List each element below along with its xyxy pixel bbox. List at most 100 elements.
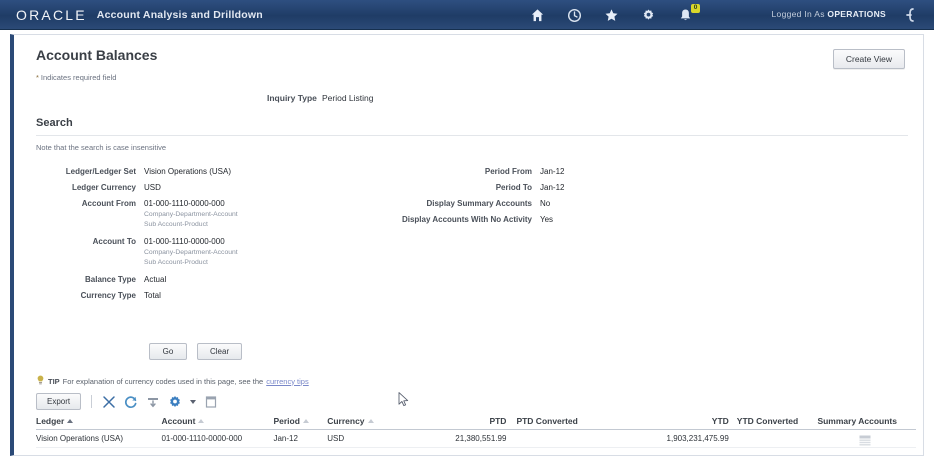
cell-ptd[interactable]: 21,380,551.99: [455, 434, 507, 443]
gear-icon[interactable]: [641, 8, 656, 23]
field-label: Period From: [484, 167, 532, 176]
field-period-from: Period From Jan-12: [314, 167, 734, 183]
field-ledger-currency: Ledger Currency USD: [14, 183, 474, 199]
field-label: Balance Type: [85, 275, 136, 284]
search-right-column: Period From Jan-12 Period To Jan-12 Disp…: [314, 167, 734, 231]
inquiry-type-label: Inquiry Type: [267, 93, 317, 103]
field-label: Account To: [92, 237, 136, 246]
global-header: ORACLE Account Analysis and Drilldown 0 …: [0, 0, 934, 30]
currency-tip: TIP For explanation of currency codes us…: [36, 375, 309, 387]
sort-ascending-icon: [67, 419, 74, 423]
tip-text: For explanation of currency codes used i…: [62, 376, 264, 386]
home-icon[interactable]: [530, 8, 545, 23]
app-title: Account Analysis and Drilldown: [96, 8, 263, 21]
field-value: 01-000-1110-0000-000: [144, 199, 225, 208]
field-label: Display Accounts With No Activity: [401, 215, 532, 224]
favorites-icon[interactable]: [604, 8, 619, 23]
column-header-period[interactable]: Period: [273, 416, 327, 426]
create-view-button[interactable]: Create View: [832, 49, 905, 69]
field-ledger-set: Ledger/Ledger Set Vision Operations (USA…: [14, 167, 474, 183]
field-value: Total: [144, 291, 161, 300]
column-header-ptd-converted[interactable]: PTD Converted: [516, 416, 646, 426]
field-sub-line: Company-Department-Account: [144, 249, 238, 256]
field-value: USD: [144, 183, 161, 192]
refresh-icon[interactable]: [124, 395, 138, 409]
cell-ledger: Vision Operations (USA): [36, 434, 123, 443]
sort-none-icon: [198, 419, 205, 423]
field-display-accounts-no-activity: Display Accounts With No Activity Yes: [314, 215, 734, 231]
global-header-icon-group: 0: [530, 0, 700, 30]
field-value: Actual: [144, 275, 167, 284]
field-value: Yes: [540, 215, 554, 224]
cell-period: Jan-12: [273, 434, 298, 443]
column-header-ytd[interactable]: YTD: [646, 416, 736, 426]
logged-in-status: Logged In As OPERATIONS: [772, 9, 886, 19]
inquiry-type-value: Period Listing: [322, 93, 374, 103]
column-label: Currency: [327, 416, 365, 426]
field-label: Display Summary Accounts: [426, 199, 532, 208]
search-section-title: Search: [36, 117, 73, 129]
column-header-currency[interactable]: Currency: [327, 416, 417, 426]
page-title: Account Balances: [36, 47, 158, 63]
cell-account: 01-000-1110-0000-000: [161, 434, 243, 443]
tip-strong-label: TIP: [48, 376, 60, 386]
table-row[interactable]: Vision Operations (USA) 01-000-1110-0000…: [36, 430, 916, 448]
sort-none-icon: [302, 419, 309, 423]
results-table: Ledger Account Period Currency PTD: [36, 413, 916, 448]
field-label: Ledger Currency: [71, 183, 136, 192]
oracle-logo: ORACLE: [16, 6, 87, 23]
summary-accounts-drilldown-icon[interactable]: [859, 433, 871, 446]
field-currency-type: Currency Type Total: [14, 291, 474, 307]
field-balance-type: Balance Type Actual: [14, 275, 474, 291]
chevron-down-icon[interactable]: [190, 399, 197, 404]
field-label: Currency Type: [80, 291, 136, 300]
go-button[interactable]: Go: [149, 343, 187, 360]
clear-button[interactable]: Clear: [197, 343, 243, 360]
required-note-text: Indicates required field: [40, 73, 117, 82]
field-value: Vision Operations (USA): [144, 167, 231, 176]
column-header-summary-accounts[interactable]: Summary Accounts: [817, 416, 916, 426]
results-toolbar: Export: [36, 393, 218, 410]
expand-all-icon[interactable]: [102, 395, 116, 409]
logged-in-user: OPERATIONS: [827, 9, 886, 19]
table-header-row: Ledger Account Period Currency PTD: [36, 413, 916, 430]
notifications-icon[interactable]: 0: [678, 3, 700, 23]
field-sub-line: Sub Account-Product: [144, 221, 208, 228]
column-header-ptd[interactable]: PTD: [417, 416, 517, 426]
column-label: Account: [161, 416, 196, 426]
search-actions: Go Clear: [149, 343, 243, 360]
case-insensitive-note: Note that the search is case insensitive: [36, 143, 167, 152]
column-label: Period: [273, 416, 300, 426]
cell-currency: USD: [327, 434, 345, 443]
column-label: YTD Converted: [736, 416, 799, 426]
field-label: Period To: [495, 183, 532, 192]
column-chooser-icon[interactable]: [204, 395, 218, 409]
field-value: Jan-12: [540, 183, 565, 192]
cell-ytd[interactable]: 1,903,231,475.99: [666, 434, 729, 443]
page-content-frame: Account Balances * Indicates required fie…: [10, 34, 924, 456]
column-header-account[interactable]: Account: [161, 416, 273, 426]
sort-none-icon: [367, 419, 374, 423]
tip-icon: [36, 375, 45, 387]
column-header-ledger[interactable]: Ledger: [36, 416, 161, 426]
field-value: Jan-12: [540, 167, 565, 176]
column-header-ytd-converted[interactable]: YTD Converted: [737, 416, 818, 426]
navigator-icon[interactable]: [902, 6, 920, 24]
toolbar-divider: [91, 395, 93, 408]
field-value: No: [540, 199, 551, 208]
required-star: *: [36, 73, 39, 82]
view-settings-icon[interactable]: [168, 395, 182, 409]
field-label: Account From: [81, 199, 136, 208]
page-bottom-strip: [0, 456, 934, 465]
search-left-column: Ledger/Ledger Set Vision Operations (USA…: [14, 167, 474, 307]
field-display-summary-accounts: Display Summary Accounts No: [314, 199, 734, 215]
required-field-note: * Indicates required field: [36, 73, 116, 82]
field-sub-line: Company-Department-Account: [144, 211, 238, 218]
currency-tips-link[interactable]: currency tips: [266, 376, 309, 386]
recent-items-icon[interactable]: [567, 8, 582, 23]
export-button[interactable]: Export: [36, 393, 82, 410]
field-period-to: Period To Jan-12: [314, 183, 734, 199]
field-label: Ledger/Ledger Set: [65, 167, 136, 176]
detach-icon[interactable]: [146, 395, 160, 409]
